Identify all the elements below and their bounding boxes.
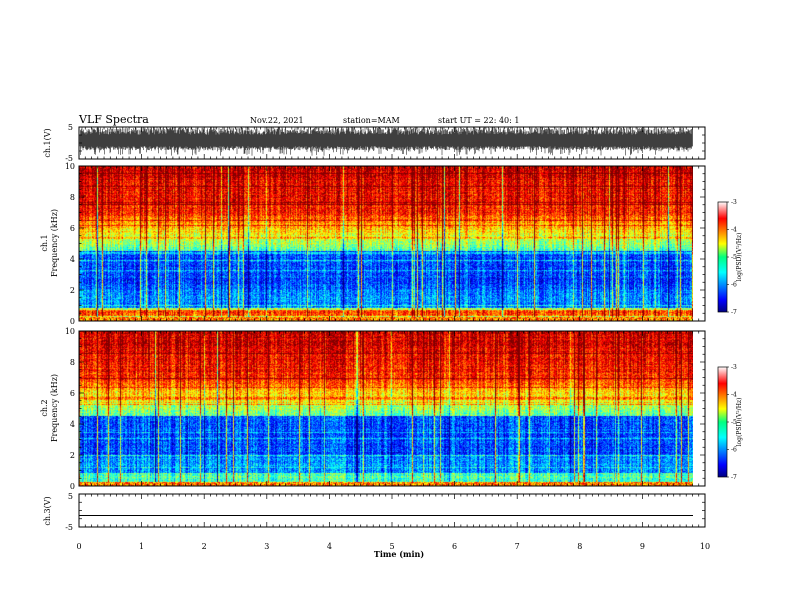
colorbar-tick-label: -4	[731, 227, 737, 234]
ch2-colorbar: -3 -4 -5 -6 -7 log(PSD)(V²/Hz)	[717, 364, 743, 481]
ch2-spectrogram-ylabel-channel: ch.2	[40, 399, 49, 416]
start-time-label: start UT = 22: 40: 1	[438, 116, 519, 125]
frequency-tick-label: 0	[70, 317, 75, 326]
date-label: Nov.22, 2021	[250, 116, 304, 125]
colorbar-label: log(PSD)(V²/Hz)	[736, 233, 743, 282]
colorbar-gradient	[717, 366, 728, 478]
ch1-waveform-ylabel: ch.1(V)	[43, 128, 52, 157]
figure-title: VLF Spectra	[78, 113, 149, 126]
ch3-ytick-bottom: -5	[65, 523, 73, 532]
colorbar-tick-label: -7	[731, 474, 737, 481]
frequency-tick-label: 2	[70, 451, 75, 460]
time-tick-label: 2	[202, 542, 207, 551]
time-tick-label: 9	[640, 542, 645, 551]
colorbar-tick-label: -4	[731, 392, 737, 399]
colorbar-tick-label: -6	[731, 282, 737, 289]
time-tick-label: 10	[700, 542, 710, 551]
ch1-ytick-top: 5	[68, 123, 73, 132]
frequency-tick-label: 10	[65, 327, 75, 336]
colorbar-tick-label: -5	[731, 254, 737, 261]
frequency-tick-label: 6	[70, 224, 75, 233]
time-axis-label: Time (min)	[374, 549, 424, 559]
ch1-spectrogram-ylabel-frequency: Frequency (kHz)	[50, 209, 59, 277]
ch1-waveform-path	[79, 127, 693, 156]
ch2-spectrogram-ylabel-frequency: Frequency (kHz)	[50, 374, 59, 442]
ch2-spectrogram-image	[79, 331, 693, 486]
colorbar-tick-label: -6	[731, 447, 737, 454]
time-tick-label: 0	[76, 542, 81, 551]
ch1-waveform-panel: 5 -5 ch.1(V)	[43, 123, 706, 163]
time-tick-label: 7	[515, 542, 520, 551]
time-tick-label: 8	[577, 542, 582, 551]
time-tick-label: 5	[389, 542, 394, 551]
colorbar-tick-label: -3	[731, 199, 737, 206]
station-label: station=MAM	[343, 116, 400, 125]
ch1-spectrogram-ylabel-channel: ch.1	[40, 234, 49, 251]
ch1-ytick-bottom: -5	[65, 154, 73, 163]
frequency-tick-label: 4	[70, 255, 75, 264]
frequency-tick-label: 4	[70, 420, 75, 429]
frequency-tick-label: 8	[70, 358, 75, 367]
ch1-waveform-trace	[79, 127, 693, 156]
colorbar-tick-label: -5	[731, 419, 737, 426]
ch1-spectrogram-image	[79, 166, 693, 321]
time-axis-ticks: 0 1 2 3 4 5 6 7 8 9 10	[76, 126, 710, 551]
time-tick-label: 6	[452, 542, 457, 551]
colorbar-gradient	[717, 201, 728, 313]
time-tick-label: 4	[327, 542, 332, 551]
ch3-waveform-panel: 5 -5 ch.3(V)	[43, 492, 706, 532]
ch1-colorbar: -3 -4 -5 -6 -7 log(PSD)(V²/Hz)	[717, 199, 743, 316]
ch1-spectrogram-panel: 0 2 4 6 8 10 ch.1 Frequency (kHz)	[40, 162, 706, 326]
ch2-spectrogram-yticks: 0 2 4 6 8 10	[65, 327, 705, 491]
frequency-tick-label: 8	[70, 193, 75, 202]
time-tick-label: 1	[139, 542, 144, 551]
colorbar-label: log(PSD)(V²/Hz)	[736, 398, 743, 447]
colorbar-tick-label: -3	[731, 364, 737, 371]
ch2-spectrogram-panel: 0 2 4 6 8 10 ch.2 Frequency (kHz)	[40, 327, 706, 491]
frequency-tick-label: 2	[70, 286, 75, 295]
ch3-ytick-top: 5	[68, 492, 73, 501]
frequency-tick-label: 10	[65, 162, 75, 171]
frequency-tick-label: 6	[70, 389, 75, 398]
time-tick-label: 3	[264, 542, 269, 551]
frequency-tick-label: 0	[70, 482, 75, 491]
ch3-waveform-ylabel: ch.3(V)	[43, 496, 52, 525]
colorbar-tick-label: -7	[731, 309, 737, 316]
ch1-spectrogram-yticks: 0 2 4 6 8 10	[65, 162, 705, 326]
